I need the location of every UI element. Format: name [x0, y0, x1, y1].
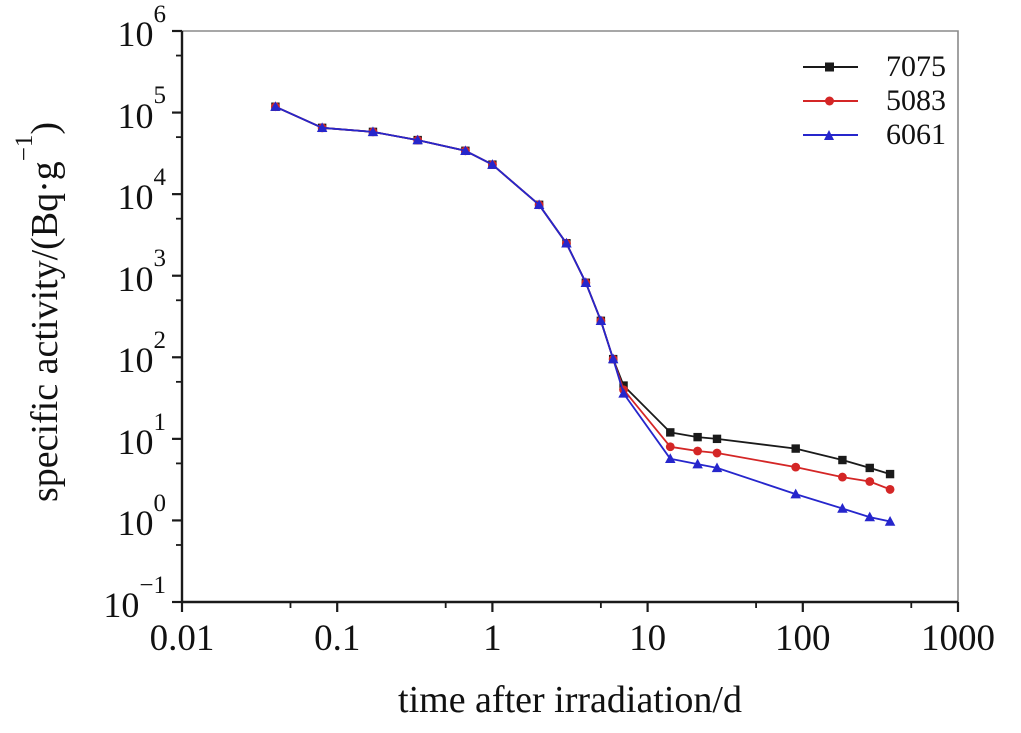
y-tick-base: 10 [117, 258, 154, 299]
y-tick-exponent: 6 [153, 0, 167, 28]
y-tick-label: 102 [117, 328, 167, 381]
data-point-triangle [790, 488, 801, 499]
legend-item-7075: 7075 [803, 52, 1013, 82]
legend-item-5083: 5083 [803, 86, 1013, 116]
y-tick-base: 10 [103, 585, 140, 625]
y-tick-exponent: −1 [139, 571, 166, 599]
y-tick-exponent: 0 [153, 490, 167, 518]
data-point-circle [885, 485, 895, 494]
data-point-circle [665, 442, 675, 452]
y-tick-exponent: 2 [153, 327, 167, 355]
data-point-triangle [837, 503, 848, 513]
y-tick-label: 105 [117, 83, 167, 137]
data-point-triangle [412, 134, 423, 145]
y-tick-base: 10 [117, 177, 154, 218]
y-tick-base: 10 [117, 95, 154, 136]
data-point-triangle [618, 388, 629, 398]
legend-item-6061: 6061 [803, 120, 1013, 150]
y-tick-base: 10 [117, 503, 154, 544]
x-tick-label: 10 [629, 618, 667, 659]
legend-square-marker-icon [825, 62, 834, 72]
x-tick-label: 0.01 [149, 618, 215, 659]
data-point-square [791, 444, 800, 453]
legend-label: 5083 [886, 84, 946, 117]
data-point-triangle [270, 101, 281, 111]
y-tick-label: 106 [117, 2, 167, 55]
data-point-square [666, 428, 675, 437]
data-point-triangle [884, 516, 896, 526]
data-point-triangle [561, 237, 572, 248]
y-tick-exponent: 3 [153, 245, 167, 273]
y-tick-base: 10 [117, 340, 154, 381]
series-7075-line [275, 105, 891, 475]
y-tick-exponent: 4 [153, 163, 167, 191]
data-point-square [693, 432, 702, 442]
data-point-triangle [533, 199, 545, 210]
x-tick-label: 100 [775, 618, 831, 659]
y-axis-title-suffix: ) [24, 121, 66, 135]
data-point-triangle [692, 458, 703, 469]
data-point-circle [693, 446, 703, 456]
axis-ticks [172, 29, 960, 612]
legend-circle-marker-icon [825, 96, 834, 106]
legend-label: 7075 [886, 50, 946, 83]
y-axis-title: specific activity/(Bq·g−1) [11, 121, 67, 503]
data-point-circle [865, 477, 875, 486]
data-point-triangle [665, 453, 676, 463]
x-tick-label: 1000 [921, 618, 995, 659]
data-point-triangle [864, 511, 875, 522]
x-axis-title: time after irradiation/d [398, 679, 742, 721]
data-point-triangle [487, 159, 498, 169]
y-tick-base: 10 [117, 14, 154, 54]
data-point-square [885, 469, 895, 479]
series-5083 [271, 102, 895, 494]
x-tick-label: 1 [483, 618, 502, 659]
data-point-circle [712, 448, 722, 458]
legend-label: 6061 [886, 118, 946, 151]
y-tick-exponent: 5 [153, 82, 167, 110]
data-point-square [865, 463, 874, 473]
y-tick-exponent: 1 [153, 408, 167, 436]
data-point-triangle [607, 353, 619, 364]
y-tick-base: 10 [117, 421, 154, 462]
data-point-triangle [460, 145, 471, 155]
data-point-triangle [367, 126, 379, 137]
plot-frame-top-right [182, 30, 959, 602]
y-axis-title-text: specific activity/(Bq·g [24, 161, 66, 503]
y-tick-label: 103 [117, 246, 167, 300]
series-5083-line [275, 105, 891, 491]
x-tick-label: 0.1 [314, 618, 361, 659]
y-tick-label: 10−1 [103, 573, 166, 626]
series-7075 [271, 102, 895, 479]
y-axis-title-superscript: −1 [11, 134, 39, 162]
data-point-circle [791, 462, 801, 472]
y-tick-label: 104 [117, 165, 167, 218]
series-6061-line [275, 105, 891, 523]
legend-triangle-marker-icon [824, 130, 834, 140]
series-6061 [270, 101, 896, 526]
data-point-square [712, 434, 722, 444]
data-point-triangle [595, 315, 607, 326]
data-point-square [838, 455, 847, 465]
y-tick-label: 100 [117, 491, 167, 544]
data-point-triangle [580, 277, 592, 287]
data-point-triangle [711, 462, 723, 473]
y-tick-label: 101 [117, 410, 167, 463]
data-point-circle [838, 472, 847, 482]
data-point-triangle [316, 122, 328, 133]
